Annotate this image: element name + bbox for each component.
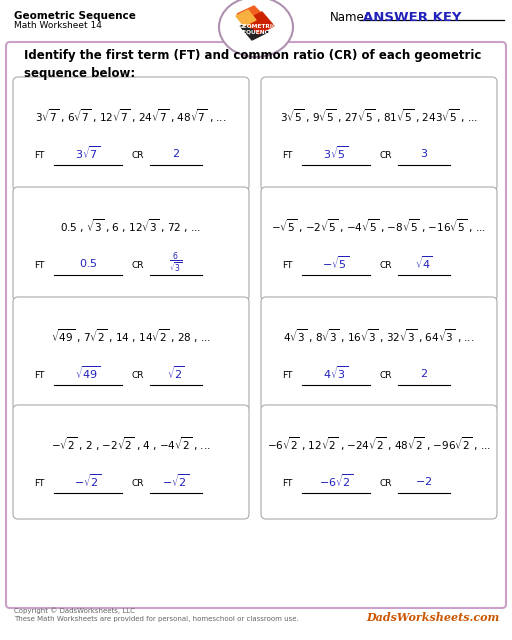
Text: $\sqrt{2}$: $\sqrt{2}$	[167, 365, 185, 381]
Text: $3$: $3$	[420, 147, 428, 159]
Text: $-\sqrt{2}$ , $2$ , $-2\sqrt{2}$ , $4$ , $-4\sqrt{2}$ , ...: $-\sqrt{2}$ , $2$ , $-2\sqrt{2}$ , $4$ ,…	[51, 435, 211, 453]
FancyBboxPatch shape	[13, 297, 249, 411]
Ellipse shape	[219, 0, 293, 57]
Polygon shape	[237, 6, 268, 28]
Text: $-6\sqrt{2}$: $-6\sqrt{2}$	[319, 472, 353, 490]
Text: DadsWorksheets.com: DadsWorksheets.com	[367, 612, 500, 623]
Text: Math Worksheet 14: Math Worksheet 14	[14, 21, 102, 30]
Text: $- \sqrt{2}$: $- \sqrt{2}$	[162, 472, 189, 490]
Text: $3\sqrt{5}$: $3\sqrt{5}$	[324, 145, 349, 161]
FancyBboxPatch shape	[13, 77, 249, 191]
Text: CR: CR	[380, 152, 393, 161]
Text: FT: FT	[282, 371, 292, 381]
Text: $4\sqrt{3}$ , $8\sqrt{3}$ , $16\sqrt{3}$ , $32\sqrt{3}$ , $64\sqrt{3}$ , ...: $4\sqrt{3}$ , $8\sqrt{3}$ , $16\sqrt{3}$…	[283, 327, 475, 345]
Text: $4\sqrt{3}$: $4\sqrt{3}$	[324, 365, 349, 381]
Text: Name:: Name:	[330, 11, 369, 24]
Text: $2$: $2$	[420, 367, 428, 379]
Text: FT: FT	[34, 262, 45, 271]
Text: $3\sqrt{5}$ , $9\sqrt{5}$ , $27\sqrt{5}$ , $81\sqrt{5}$ , $243\sqrt{5}$ , ...: $3\sqrt{5}$ , $9\sqrt{5}$ , $27\sqrt{5}$…	[280, 107, 478, 125]
Text: FT: FT	[282, 262, 292, 271]
Text: $-\sqrt{5}$ , $-2\sqrt{5}$ , $-4\sqrt{5}$ , $-8\sqrt{5}$ , $-16\sqrt{5}$ , ...: $-\sqrt{5}$ , $-2\sqrt{5}$ , $-4\sqrt{5}…	[271, 217, 486, 235]
Text: $0.5$: $0.5$	[79, 257, 97, 269]
FancyBboxPatch shape	[261, 297, 497, 411]
Polygon shape	[236, 10, 256, 26]
Text: FT: FT	[34, 479, 45, 488]
Text: CR: CR	[380, 371, 393, 381]
Text: $- \sqrt{5}$: $- \sqrt{5}$	[323, 255, 350, 271]
Text: Copyright © DadsWorksheets, LLC
These Math Worksheets are provided for personal,: Copyright © DadsWorksheets, LLC These Ma…	[14, 607, 298, 621]
Text: $0.5$ , $\sqrt{3}$ , $6$ , $12\sqrt{3}$ , $72$ , ...: $0.5$ , $\sqrt{3}$ , $6$ , $12\sqrt{3}$ …	[60, 217, 202, 235]
Text: $- \sqrt{2}$: $- \sqrt{2}$	[74, 472, 101, 490]
Text: $2$: $2$	[172, 147, 180, 159]
Text: FT: FT	[34, 152, 45, 161]
Text: $\sqrt{4}$: $\sqrt{4}$	[415, 255, 433, 271]
Text: $\sqrt{49}$ , $7\sqrt{2}$ , $14$ , $14\sqrt{2}$ , $28$ , ...: $\sqrt{49}$ , $7\sqrt{2}$ , $14$ , $14\s…	[51, 327, 211, 345]
Text: Identify the first term (FT) and common ratio (CR) of each geometric
sequence be: Identify the first term (FT) and common …	[24, 49, 481, 80]
Text: $-6\sqrt{2}$ , $12\sqrt{2}$ , $-24\sqrt{2}$ , $48\sqrt{2}$ , $-96\sqrt{2}$ , ...: $-6\sqrt{2}$ , $12\sqrt{2}$ , $-24\sqrt{…	[267, 435, 491, 453]
Text: FT: FT	[282, 479, 292, 488]
Text: ANSWER KEY: ANSWER KEY	[363, 11, 461, 24]
FancyBboxPatch shape	[6, 42, 506, 608]
Text: CR: CR	[380, 479, 393, 488]
Text: $\frac{6}{\sqrt{3}}$: $\frac{6}{\sqrt{3}}$	[169, 250, 183, 276]
Text: CR: CR	[132, 371, 144, 381]
Text: CR: CR	[132, 479, 144, 488]
Text: $\sqrt{49}$: $\sqrt{49}$	[75, 365, 100, 381]
Text: $3\sqrt{7}$: $3\sqrt{7}$	[75, 145, 100, 161]
FancyBboxPatch shape	[261, 187, 497, 301]
FancyBboxPatch shape	[261, 77, 497, 191]
FancyBboxPatch shape	[13, 405, 249, 519]
Text: FT: FT	[34, 371, 45, 381]
Text: $- 2$: $- 2$	[415, 475, 433, 487]
FancyBboxPatch shape	[13, 187, 249, 301]
FancyBboxPatch shape	[261, 405, 497, 519]
Text: Geometric Sequence: Geometric Sequence	[14, 11, 136, 21]
Text: GEOMETRIC
SEQUENCES: GEOMETRIC SEQUENCES	[239, 24, 278, 35]
Text: CR: CR	[380, 262, 393, 271]
Text: CR: CR	[132, 262, 144, 271]
Text: $3\sqrt{7}$ , $6\sqrt{7}$ , $12\sqrt{7}$ , $24\sqrt{7}$ , $48\sqrt{7}$ , ...: $3\sqrt{7}$ , $6\sqrt{7}$ , $12\sqrt{7}$…	[35, 107, 227, 125]
Polygon shape	[240, 18, 268, 40]
Text: CR: CR	[132, 152, 144, 161]
Text: FT: FT	[282, 152, 292, 161]
Polygon shape	[246, 12, 274, 34]
